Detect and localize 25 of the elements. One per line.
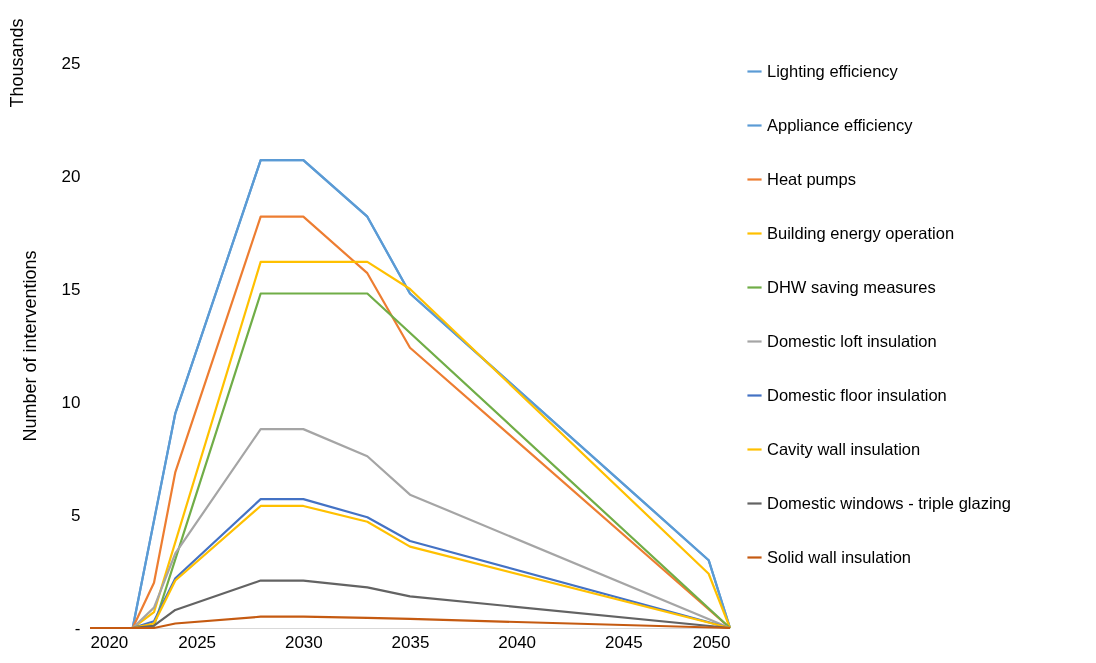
legend-label: Cavity wall insulation bbox=[767, 439, 921, 458]
legend-label: Building energy operation bbox=[767, 223, 955, 242]
y-tick-label: 20 bbox=[61, 166, 81, 186]
x-tick-label: 2050 bbox=[692, 632, 731, 652]
legend-label: Domestic windows - triple glazing bbox=[767, 493, 1011, 512]
x-tick-label: 2035 bbox=[391, 632, 430, 652]
legend-label: Appliance efficiency bbox=[767, 115, 914, 134]
y-tick-label: - bbox=[74, 618, 81, 638]
x-tick-label: 2025 bbox=[178, 632, 217, 652]
y-tick-label: 5 bbox=[71, 505, 81, 525]
legend-label: DHW saving measures bbox=[767, 277, 936, 296]
legend-label: Lighting efficiency bbox=[767, 61, 899, 80]
x-tick-label: 2020 bbox=[90, 632, 129, 652]
legend-label: Domestic loft insulation bbox=[767, 331, 937, 350]
x-tick-label: 2045 bbox=[604, 632, 643, 652]
y-axis-title: Number of interventions bbox=[19, 250, 40, 442]
legend-label: Solid wall insulation bbox=[767, 547, 911, 566]
legend-label: Heat pumps bbox=[767, 169, 856, 188]
x-tick-label: 2040 bbox=[498, 632, 537, 652]
y-tick-label: 15 bbox=[61, 279, 81, 299]
y-tick-label: 25 bbox=[61, 53, 81, 73]
text: Thousands bbox=[7, 18, 27, 108]
y-tick-label: 10 bbox=[61, 392, 81, 412]
legend-label: Domestic floor insulation bbox=[767, 385, 947, 404]
x-tick-label: 2030 bbox=[284, 632, 323, 652]
